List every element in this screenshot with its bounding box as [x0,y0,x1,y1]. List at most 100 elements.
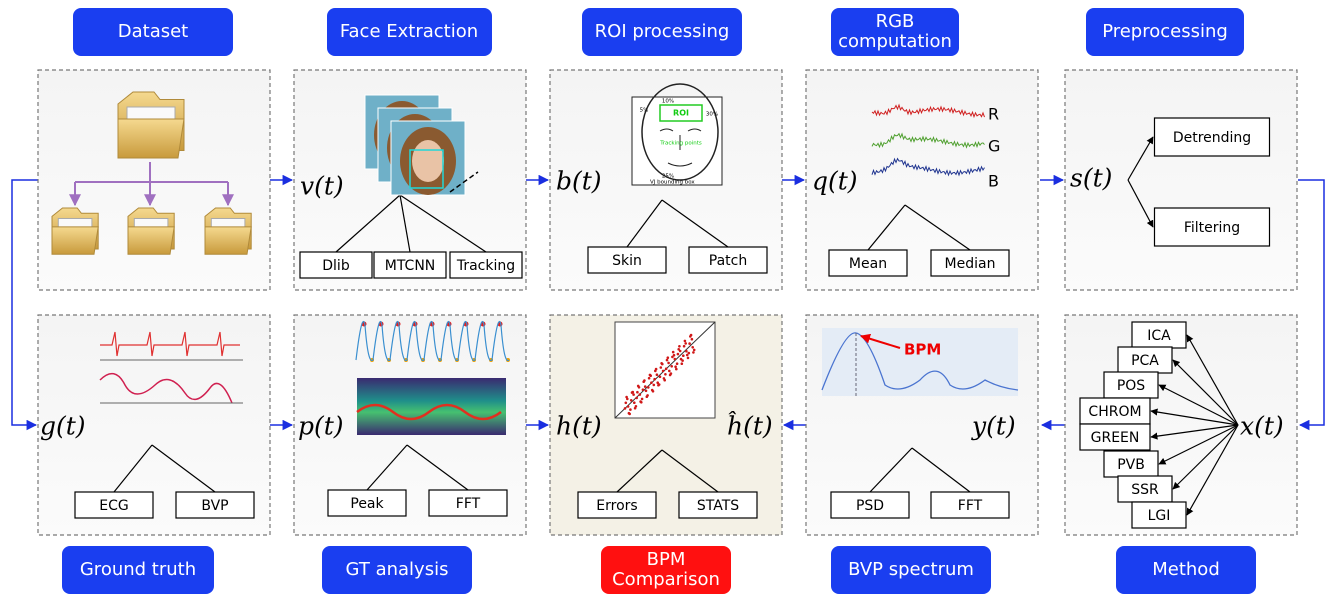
stage-title: ROI processing [582,8,742,56]
point [691,346,694,349]
stage-title: BPM Comparison [601,546,731,594]
point [653,377,656,381]
option-box [1079,397,1151,425]
option-label: Median [945,256,996,272]
channel-label: R [988,105,999,124]
point [670,365,673,368]
point [680,362,684,366]
point [673,357,677,361]
method-arrow [1172,424,1239,490]
roi-rect [659,104,703,122]
variable: y(t) [971,412,1016,441]
option-box [1153,207,1271,247]
option-box [1117,346,1173,374]
option-label: Tracking [456,258,515,274]
option-label: PSD [856,498,884,514]
option-label: SSR [1131,482,1159,498]
option-box [1079,423,1151,451]
variable: q(t) [812,167,858,196]
option-label: FFT [456,496,481,512]
point [640,397,644,401]
hr-curve [356,403,502,421]
option-box [930,491,1010,519]
face-label: VJ bounding box [650,180,695,186]
point [625,395,628,399]
option-box [327,489,407,517]
point [662,377,666,380]
point [661,369,665,373]
point [683,339,687,343]
branch [867,204,906,251]
point [638,393,642,396]
option-label: Detrending [1173,130,1251,146]
branch [626,199,663,248]
spectrum [821,332,1019,391]
option-box [74,491,154,519]
option-box [428,489,508,517]
bvp-wave [355,320,510,362]
option-box [373,251,447,279]
folder-front [117,118,185,159]
point [669,372,673,375]
point [624,401,628,405]
point [675,362,679,366]
channel-label: B [988,172,999,191]
point [682,354,685,358]
option-box [175,491,255,519]
method-arrow [1158,424,1239,465]
point [633,401,636,405]
point [655,373,659,377]
point [686,356,690,360]
dashes [449,171,479,193]
option-label: FFT [958,498,983,514]
point [632,393,635,396]
point [671,355,674,359]
option-box [577,491,657,519]
point [666,356,670,360]
branch [911,447,971,493]
point [659,366,663,369]
branch [406,444,469,491]
option-label: Skin [612,253,642,269]
trace [871,157,985,177]
stage-title: Dataset [73,8,233,56]
option-box [678,491,758,519]
variable: g(t) [40,412,86,441]
point [674,365,677,369]
option-box [1153,117,1271,157]
point [672,353,676,357]
point [661,362,664,366]
option-label: Mean [849,256,887,272]
point [689,333,693,337]
face-label: Tracking points [659,141,702,147]
stage-title: Method [1116,546,1256,594]
point [688,342,691,345]
variable: ĥ(t) [727,412,773,441]
flow-arrows [11,174,1325,431]
branch [904,204,971,251]
point [630,391,634,394]
point [658,375,662,379]
trace [871,132,985,149]
point [633,406,637,410]
point [636,384,640,388]
head [641,83,719,181]
point [648,373,652,377]
point [623,407,627,410]
channel-label: G [988,137,1000,156]
point [685,349,688,353]
variable: h(t) [556,412,602,441]
stage-title: GT analysis [322,546,472,594]
variable: b(t) [556,167,602,196]
point [650,381,653,385]
point [678,345,681,348]
option-label: Filtering [1184,220,1240,236]
variable: s(t) [1070,164,1112,193]
stage-title: RGB computation [831,8,959,56]
option-box [1103,450,1159,478]
trace [871,103,985,119]
option-label: Dlib [322,258,350,274]
point [678,349,682,353]
method-arrow [1150,424,1239,440]
branch [1127,136,1154,181]
